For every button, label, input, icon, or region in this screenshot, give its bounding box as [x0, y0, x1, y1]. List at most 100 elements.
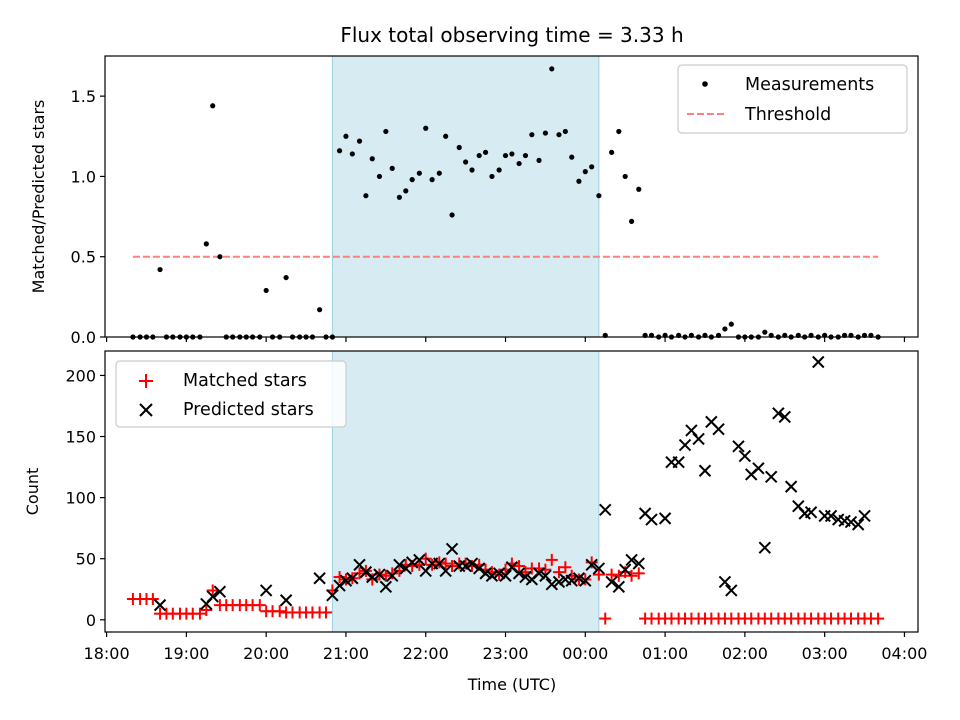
- matched-star-point: [386, 567, 399, 580]
- measurement-point: [596, 193, 602, 199]
- predicted-star-point: [479, 567, 492, 580]
- top-y-axis-label: Matched/Predicted stars: [29, 100, 48, 294]
- measurement-point: [443, 133, 449, 139]
- bottom-y-tick-label: 200: [65, 366, 96, 385]
- x-tick-label: 20:00: [243, 644, 289, 663]
- measurement-point: [622, 173, 628, 180]
- predicted-star-point: [672, 455, 685, 469]
- predicted-star-point: [612, 580, 626, 594]
- measurement-point: [496, 167, 502, 173]
- matched-star-point: [625, 569, 638, 582]
- matched-star-point: [439, 557, 452, 570]
- predicted-star-point: [313, 572, 326, 585]
- measurement-point: [569, 154, 575, 160]
- matched-star-point: [872, 612, 885, 625]
- predicted-star-point: [585, 558, 598, 572]
- predicted-star-point: [618, 563, 632, 576]
- predicted-star-point: [366, 570, 379, 584]
- measurement-point: [349, 151, 355, 157]
- predicted-star-point: [718, 575, 732, 589]
- top-x-ticks: [105, 337, 906, 342]
- measurement-point: [542, 130, 549, 136]
- predicted-star-point: [804, 506, 818, 519]
- predicted-star-point: [326, 589, 339, 602]
- x-axis-label: Time (UTC): [467, 675, 556, 694]
- measurement-point: [476, 152, 482, 159]
- measurement-point: [210, 103, 216, 109]
- predicted-star-point: [472, 562, 486, 575]
- top-y-tick-label: 1.5: [71, 87, 96, 106]
- predicted-star-point: [445, 542, 459, 556]
- matched-star-point: [559, 561, 572, 574]
- bottom-y-tick-label: 100: [65, 489, 96, 508]
- predicted-star-point: [712, 422, 725, 436]
- matched-star-point: [193, 607, 206, 620]
- matched-star-point: [200, 604, 213, 617]
- measurement-point: [356, 138, 363, 144]
- matched-star-point: [253, 599, 266, 612]
- top-legend-box: [677, 64, 908, 134]
- predicted-star-point: [339, 574, 353, 587]
- predicted-star-point: [405, 556, 419, 569]
- measurement-point: [616, 128, 622, 135]
- measurement-point: [383, 128, 389, 135]
- measurement-point: [409, 177, 415, 183]
- predicted-star-point: [764, 470, 778, 484]
- predicted-star-point: [386, 569, 399, 583]
- predicted-star-point: [439, 564, 452, 578]
- predicted-star-point: [572, 572, 586, 585]
- top-y-tick-label: 1.0: [71, 167, 96, 186]
- chart-title: Flux total observing time = 3.33 h: [340, 23, 683, 47]
- measurement-point: [157, 266, 163, 273]
- predicted-star-point: [492, 567, 506, 580]
- matched-star-point: [545, 553, 558, 566]
- bottom-y-tick-label: 150: [65, 428, 96, 447]
- predicted-star-point: [678, 438, 692, 452]
- predicted-star-point: [645, 513, 658, 526]
- predicted-star-point: [519, 570, 532, 584]
- measurement-point: [423, 125, 429, 131]
- measurements-legend-label: Measurements: [745, 75, 874, 95]
- measurement-point: [582, 169, 588, 175]
- measurement-point: [449, 212, 455, 218]
- measurement-point: [203, 241, 209, 247]
- measurement-point: [489, 173, 495, 180]
- x-tick-label: 21:00: [323, 644, 369, 663]
- measurement-point: [529, 132, 535, 138]
- matched-star-point: [612, 569, 625, 582]
- bottom-y-tick-label: 0: [86, 611, 96, 630]
- predicted-star-point: [732, 440, 745, 453]
- predicted-star-point: [459, 559, 472, 573]
- predicted-star-point: [778, 410, 791, 424]
- predicted-star-point: [851, 518, 865, 531]
- predicted-star-point: [485, 569, 499, 583]
- predicted-star-point: [592, 562, 606, 575]
- measurement-point: [562, 128, 568, 135]
- predicted-star-point: [844, 515, 858, 529]
- x-tick-label: 18:00: [84, 644, 130, 663]
- x-tick-label: 03:00: [802, 644, 848, 663]
- measurement-point: [549, 66, 555, 72]
- x-tick-label: 01:00: [642, 644, 688, 663]
- matched-star-point: [206, 584, 219, 597]
- measurement-point: [469, 167, 475, 173]
- measurement-point: [369, 156, 375, 162]
- predicted-star-point: [465, 557, 479, 570]
- top-y-tick-label: 0.0: [71, 328, 96, 347]
- predicted-star-point: [259, 584, 273, 597]
- predicted-star-point: [812, 355, 825, 369]
- predicted-stars-points: [153, 355, 871, 612]
- x-tick-label: 22:00: [403, 644, 449, 663]
- matched-legend-label: Matched stars: [183, 371, 307, 391]
- x-tick-label: 02:00: [722, 644, 768, 663]
- predicted-star-point: [605, 575, 618, 589]
- predicted-star-point: [625, 553, 638, 567]
- matched-star-point: [585, 556, 598, 569]
- predicted-star-point: [532, 567, 546, 580]
- measurement-point: [576, 178, 582, 184]
- top-y-tick-label: 0.5: [71, 248, 96, 267]
- measurement-point: [363, 193, 369, 199]
- predicted-star-point: [379, 580, 393, 594]
- predicted-star-point: [413, 553, 426, 567]
